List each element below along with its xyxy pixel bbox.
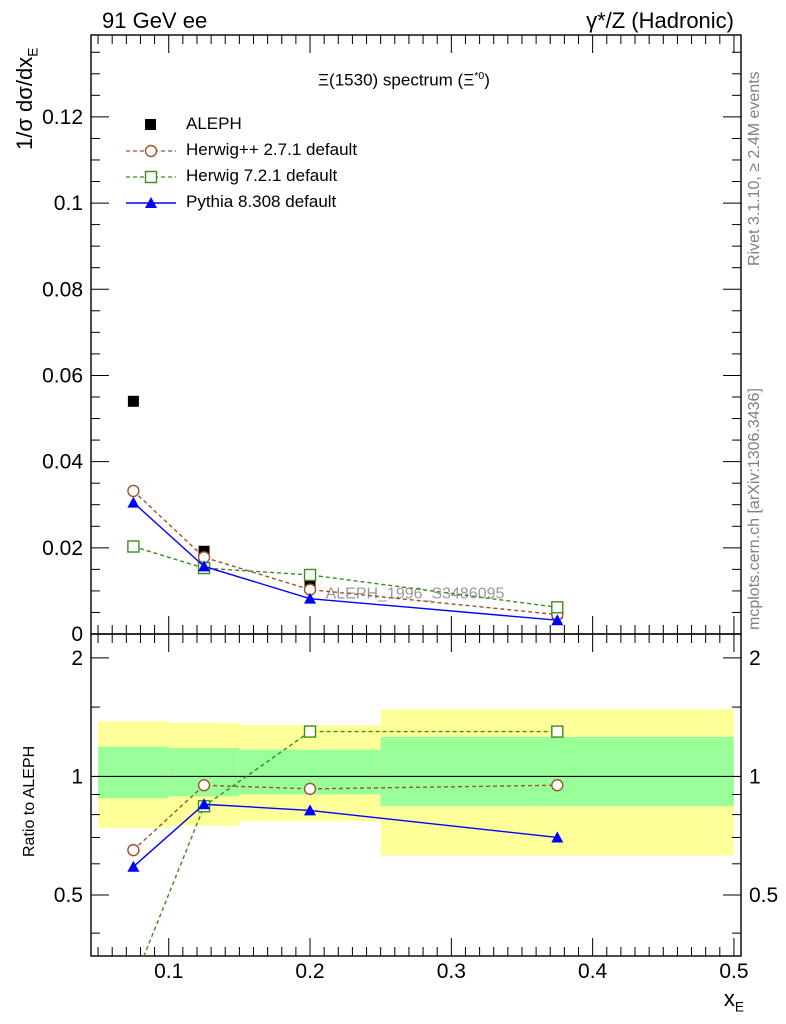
y-tick-label: 0.06 — [42, 364, 83, 387]
ratio-series-point — [303, 725, 317, 738]
series-line — [133, 545, 558, 608]
series-point — [551, 614, 564, 626]
ratio-series-line — [132, 803, 558, 868]
header-left: 91 GeV ee — [102, 8, 208, 33]
ratio-series-point — [551, 725, 564, 738]
legend-label-herwig7: Herwig 7.2.1 default — [186, 166, 338, 185]
ratio-panel-marks — [127, 725, 564, 988]
series-point — [127, 496, 140, 508]
ratio-tick-label-right: 0.5 — [749, 884, 778, 907]
x-axis-label-main: x — [723, 986, 735, 1011]
series-point — [198, 560, 211, 572]
mcplots-reference-text: mcplots.cern.ch [arXiv:1306.3436] — [746, 388, 763, 630]
y-tick-label: 0.02 — [42, 537, 83, 560]
header-right: γ*/Z (Hadronic) — [586, 8, 734, 33]
ratio-series-line — [132, 784, 558, 851]
ratio-series-line — [143, 730, 558, 956]
ratio-band-inner — [380, 736, 734, 807]
ratio-tick-label-right: 1 — [749, 765, 761, 788]
x-tick-label: 0.5 — [719, 960, 748, 983]
top-panel-marks — [127, 395, 564, 626]
series-point — [127, 540, 140, 553]
plot-title-close: ) — [484, 70, 490, 90]
ratio-band-inner — [98, 746, 169, 799]
plot-title-sup: *0 — [474, 70, 485, 82]
series-point — [303, 568, 317, 582]
plot-title: Ξ(1530) spectrum (Ξ*0) — [318, 70, 490, 91]
series-line — [132, 502, 558, 621]
series-point — [304, 592, 317, 604]
ratio-series-point — [127, 860, 140, 872]
series-line — [132, 490, 558, 616]
ratio-series-point — [304, 804, 317, 816]
legend-marker-herwig7 — [126, 170, 176, 184]
x-tick-label: 0.4 — [578, 960, 608, 983]
legend-marker-aleph — [145, 119, 156, 130]
rivet-version-text: Rivet 3.1.10, ≥ 2.4M events — [746, 71, 763, 266]
ratio-series-point — [197, 779, 211, 792]
y-tick-label: 0.1 — [54, 192, 83, 215]
x-tick-label: 0.2 — [295, 960, 324, 983]
ratio-series-point — [128, 977, 139, 988]
ratio-series-point — [303, 782, 317, 796]
x-axis-label: xE — [724, 986, 744, 1014]
ratio-tick-label: 1 — [71, 765, 83, 788]
ratio-tick-label: 2 — [71, 647, 83, 670]
legend-marker-herwigpp — [126, 144, 176, 158]
y-tick-label: 0.08 — [42, 278, 83, 301]
y-tick-label: 0.04 — [42, 451, 83, 474]
ratio-bands — [98, 709, 734, 856]
legend-label-pythia: Pythia 8.308 default — [186, 192, 337, 211]
series-point — [127, 484, 140, 498]
y-tick-label: 0 — [71, 623, 83, 646]
ratio-series-point — [198, 798, 211, 810]
ratio-axis-label: Ratio to ALEPH — [21, 745, 38, 857]
series-point — [551, 601, 564, 614]
y-tick-label: 0.12 — [42, 106, 83, 129]
legend-label-herwigpp: Herwig++ 2.7.1 default — [186, 140, 358, 159]
plot-title-main: Ξ(1530) spectrum (Ξ — [318, 70, 475, 90]
legend-marker-pythia — [126, 197, 176, 208]
ratio-tick-label-right: 2 — [749, 647, 761, 670]
ratio-series-point — [551, 779, 564, 792]
x-tick-label: 0.3 — [437, 960, 466, 983]
legend-label-aleph: ALEPH — [186, 114, 242, 133]
analysis-watermark: ALEPH_1996_S3486095 — [326, 586, 505, 603]
data-point-aleph — [127, 395, 139, 407]
y-axis-label-sub: E — [25, 47, 41, 57]
y-axis-label: 1/σ dσ/dxE — [12, 48, 40, 150]
y-axis-label-main: 1/σ dσ/dx — [12, 56, 37, 150]
ratio-series-point — [127, 843, 140, 857]
x-axis-label-sub: E — [734, 999, 744, 1015]
ratio-tick-label: 0.5 — [54, 884, 83, 907]
x-tick-label: 0.1 — [154, 960, 183, 983]
ratio-panel-frame — [90, 633, 742, 957]
ratio-series-point — [551, 831, 564, 843]
